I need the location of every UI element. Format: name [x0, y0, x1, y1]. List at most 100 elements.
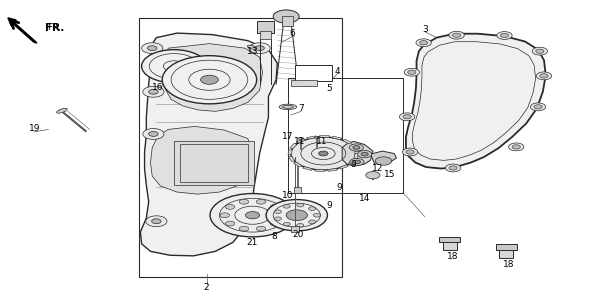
Bar [282, 16, 293, 26]
Text: 16: 16 [152, 83, 164, 92]
Polygon shape [339, 165, 349, 169]
Bar [499, 248, 513, 258]
Circle shape [273, 10, 299, 23]
Polygon shape [296, 138, 306, 143]
Text: 4: 4 [335, 67, 340, 76]
Text: 19: 19 [28, 124, 40, 133]
Text: 7: 7 [298, 104, 304, 113]
Circle shape [540, 74, 548, 78]
Text: 14: 14 [359, 194, 371, 203]
Circle shape [497, 32, 512, 39]
Polygon shape [288, 150, 292, 155]
Circle shape [509, 143, 524, 151]
Bar [294, 187, 301, 193]
Polygon shape [314, 169, 325, 172]
Circle shape [162, 56, 257, 104]
Circle shape [449, 166, 457, 170]
Circle shape [270, 221, 280, 226]
Circle shape [419, 41, 428, 45]
Bar [291, 80, 317, 86]
Ellipse shape [314, 136, 320, 138]
Bar [291, 226, 299, 232]
Circle shape [239, 199, 248, 204]
Circle shape [512, 145, 520, 149]
Text: 9: 9 [326, 201, 332, 210]
Ellipse shape [299, 82, 314, 86]
Circle shape [142, 43, 163, 54]
Circle shape [146, 216, 167, 227]
Text: FR.: FR. [47, 23, 61, 32]
Circle shape [297, 223, 304, 227]
Circle shape [239, 226, 248, 231]
Circle shape [399, 113, 415, 121]
Polygon shape [290, 143, 297, 148]
Bar [439, 237, 460, 242]
Circle shape [286, 210, 307, 221]
Circle shape [500, 33, 509, 38]
Ellipse shape [298, 138, 304, 139]
Text: 12: 12 [372, 164, 384, 173]
Polygon shape [349, 160, 356, 165]
Polygon shape [293, 162, 302, 167]
Polygon shape [307, 136, 317, 139]
Circle shape [349, 144, 363, 151]
Circle shape [249, 216, 270, 227]
Text: 21: 21 [247, 238, 258, 247]
Polygon shape [164, 44, 263, 111]
Circle shape [257, 199, 266, 204]
Circle shape [536, 49, 544, 53]
Text: 11: 11 [316, 137, 327, 146]
Circle shape [319, 151, 328, 156]
Circle shape [403, 115, 411, 119]
Text: 8: 8 [271, 232, 277, 241]
Bar [288, 78, 403, 193]
Ellipse shape [247, 45, 257, 49]
Polygon shape [289, 156, 294, 161]
Circle shape [245, 212, 260, 219]
Circle shape [532, 47, 548, 55]
Bar [180, 144, 248, 182]
Circle shape [255, 46, 264, 51]
Polygon shape [140, 33, 277, 256]
Circle shape [406, 150, 414, 154]
Circle shape [350, 158, 364, 166]
Circle shape [152, 219, 161, 224]
Circle shape [283, 222, 290, 226]
Text: 17: 17 [282, 132, 294, 141]
Circle shape [402, 148, 418, 156]
Text: 9: 9 [350, 160, 356, 169]
Polygon shape [354, 154, 359, 159]
Text: 18: 18 [447, 252, 459, 261]
Circle shape [408, 70, 416, 74]
Bar [139, 18, 342, 277]
Circle shape [143, 86, 164, 97]
Bar [260, 31, 271, 39]
Polygon shape [303, 167, 313, 170]
Polygon shape [355, 151, 358, 156]
Circle shape [255, 219, 264, 224]
Text: 5: 5 [326, 84, 332, 93]
Circle shape [366, 172, 380, 179]
Text: 6: 6 [289, 29, 295, 38]
Circle shape [148, 46, 157, 51]
Bar [496, 244, 517, 250]
Circle shape [530, 103, 546, 111]
Text: 11: 11 [294, 137, 306, 146]
Circle shape [149, 132, 158, 136]
Circle shape [270, 204, 280, 209]
Circle shape [201, 75, 218, 84]
Circle shape [361, 152, 368, 156]
Circle shape [536, 72, 552, 80]
Text: FR.: FR. [45, 23, 64, 33]
Text: 10: 10 [282, 191, 294, 200]
Circle shape [353, 160, 360, 164]
Circle shape [375, 157, 392, 165]
Polygon shape [406, 34, 546, 169]
Circle shape [453, 33, 461, 37]
Bar [295, 65, 332, 81]
Circle shape [274, 210, 281, 213]
Circle shape [297, 203, 304, 207]
Circle shape [220, 213, 230, 218]
Polygon shape [342, 141, 373, 166]
Polygon shape [332, 136, 342, 140]
